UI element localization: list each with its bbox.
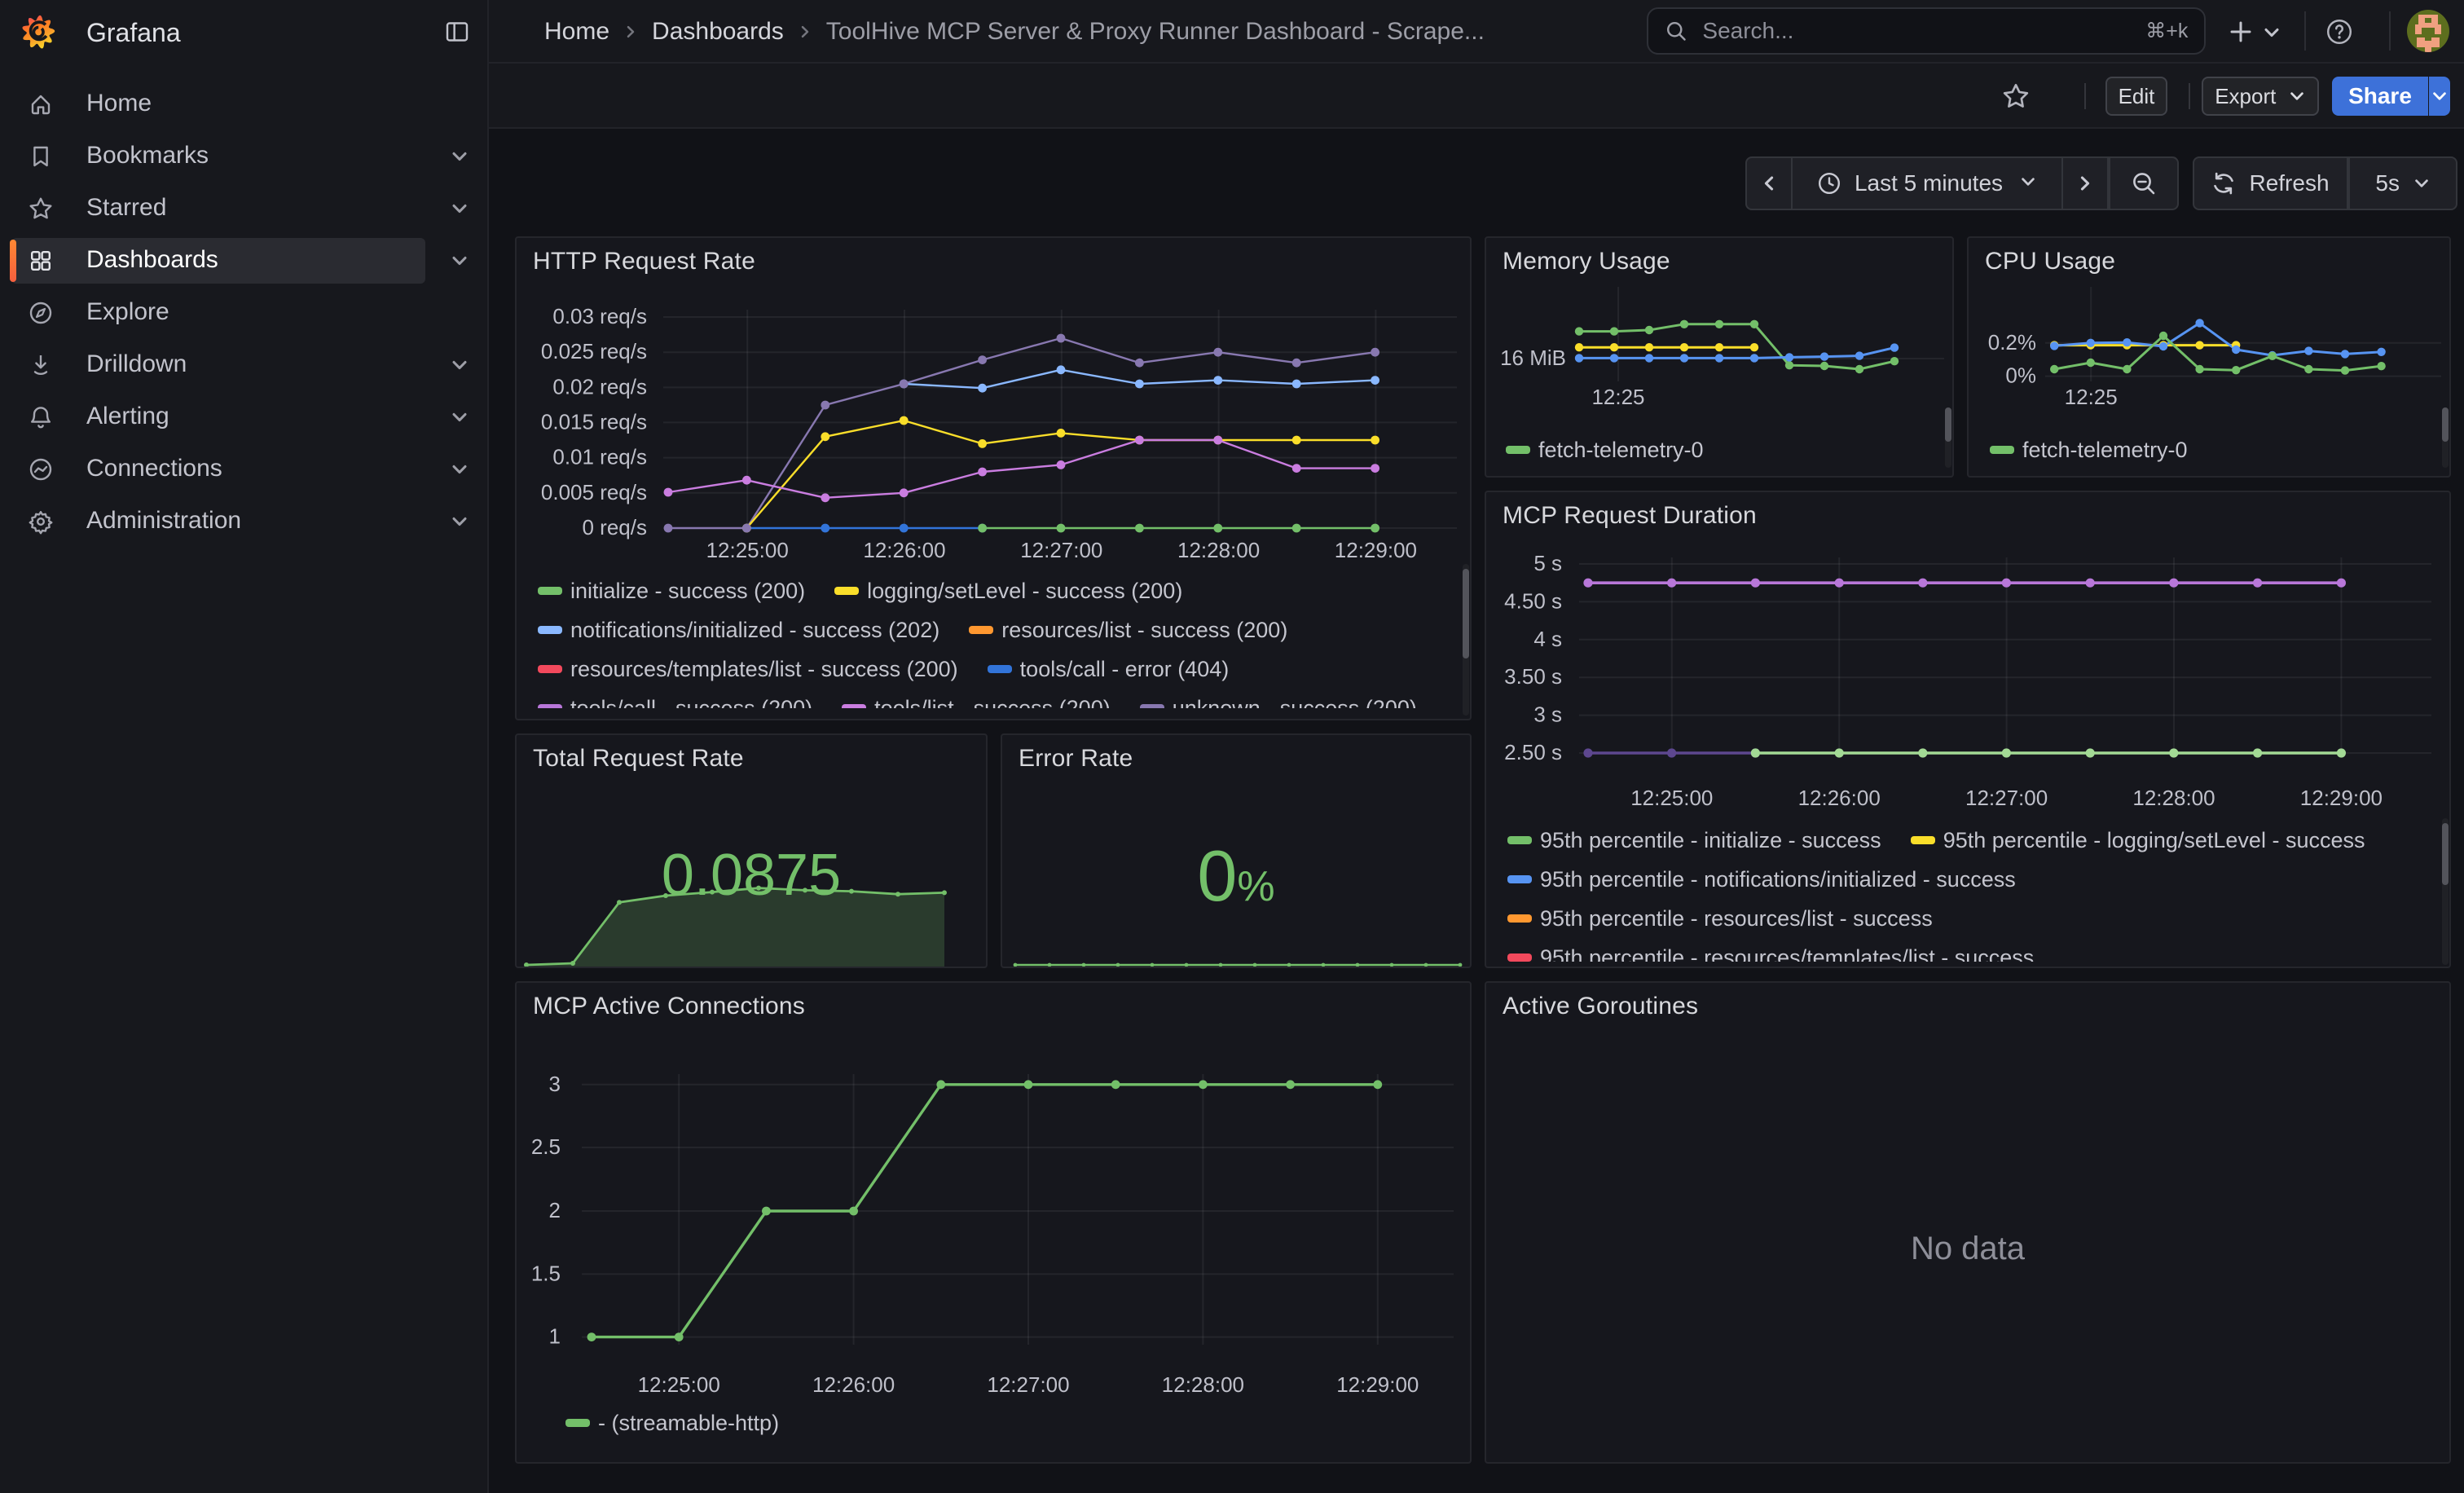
svg-text:2.50 s: 2.50 s [1504,740,1562,764]
svg-text:12:27:00: 12:27:00 [1020,538,1102,562]
svg-text:0.02 req/s: 0.02 req/s [552,374,647,399]
svg-text:1: 1 [549,1324,561,1349]
svg-text:4 s: 4 s [1533,627,1562,651]
svg-text:12:25: 12:25 [1591,385,1644,409]
svg-text:16 MiB: 16 MiB [1500,346,1566,370]
svg-text:3: 3 [549,1072,561,1096]
svg-text:12:25:00: 12:25:00 [1630,786,1713,810]
svg-text:12:25: 12:25 [2065,385,2118,409]
svg-text:0.01 req/s: 0.01 req/s [552,445,647,469]
svg-text:0.015 req/s: 0.015 req/s [541,409,647,434]
svg-text:0.005 req/s: 0.005 req/s [541,480,647,504]
svg-text:12:25:00: 12:25:00 [638,1372,720,1397]
svg-text:2.5: 2.5 [531,1134,561,1159]
svg-text:12:28:00: 12:28:00 [1177,538,1260,562]
svg-text:5 s: 5 s [1533,551,1562,575]
svg-text:3 s: 3 s [1533,702,1562,727]
svg-text:4.50 s: 4.50 s [1504,588,1562,613]
svg-text:12:29:00: 12:29:00 [1335,538,1417,562]
svg-text:12:26:00: 12:26:00 [863,538,945,562]
svg-text:3.50 s: 3.50 s [1504,664,1562,689]
svg-text:2: 2 [549,1198,561,1222]
svg-text:12:26:00: 12:26:00 [812,1372,895,1397]
svg-text:0%: 0% [2005,363,2036,388]
svg-text:12:28:00: 12:28:00 [2132,786,2215,810]
svg-text:1.5: 1.5 [531,1261,561,1285]
svg-text:12:28:00: 12:28:00 [1162,1372,1244,1397]
svg-text:0.025 req/s: 0.025 req/s [541,339,647,363]
svg-text:12:27:00: 12:27:00 [987,1372,1069,1397]
svg-text:12:27:00: 12:27:00 [1965,786,2048,810]
svg-text:12:29:00: 12:29:00 [1336,1372,1419,1397]
svg-text:0 req/s: 0 req/s [583,515,648,540]
svg-text:0.2%: 0.2% [1988,330,2036,355]
svg-text:0.03 req/s: 0.03 req/s [552,304,647,328]
svg-text:12:25:00: 12:25:00 [706,538,789,562]
svg-text:12:26:00: 12:26:00 [1798,786,1881,810]
svg-text:12:29:00: 12:29:00 [2300,786,2383,810]
